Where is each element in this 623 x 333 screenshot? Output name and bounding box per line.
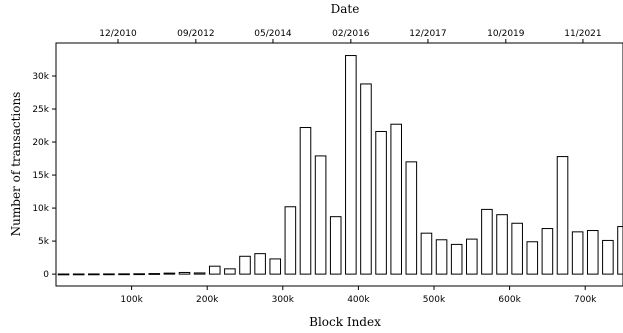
x-tick-label: 200k <box>196 295 219 305</box>
bar <box>602 239 614 275</box>
bar <box>466 238 478 275</box>
bar <box>118 273 130 276</box>
top-tick-label: 12/2017 <box>409 29 446 39</box>
bar <box>360 83 372 275</box>
y-tick-label: 25k <box>32 105 49 115</box>
top-tick-label: 09/2012 <box>177 29 214 39</box>
x-tick-label: 300k <box>272 295 295 305</box>
y-axis-ticks: 0 5k 10k 15k 20k 25k 30k <box>32 72 56 280</box>
bar <box>541 228 554 275</box>
bar <box>208 265 221 275</box>
bar <box>224 268 236 275</box>
x-axis-ticks: 100k 200k 300k 400k 500k 600k 700k <box>120 286 597 305</box>
bar <box>586 230 599 275</box>
bar <box>193 272 206 275</box>
x-tick-label: 500k <box>423 295 446 305</box>
bar <box>148 273 161 275</box>
bars-group <box>57 55 623 276</box>
y-tick-label: 15k <box>32 171 49 181</box>
y-tick-label: 20k <box>32 138 49 148</box>
bar <box>481 208 493 275</box>
y-tick-label: 30k <box>32 72 49 82</box>
top-tick-label: 05/2014 <box>254 29 292 39</box>
bar <box>314 155 327 275</box>
bar <box>178 271 191 275</box>
x-tick-label: 600k <box>498 295 521 305</box>
y-tick-label: 5k <box>38 237 50 247</box>
bar <box>284 206 297 275</box>
top-axis-title: Date <box>331 2 360 16</box>
bar <box>133 273 145 276</box>
x-axis-title: Block Index <box>309 315 381 329</box>
bar <box>571 231 584 275</box>
bar <box>450 243 463 275</box>
bar <box>163 272 176 275</box>
bar <box>88 273 100 276</box>
bar <box>345 55 357 275</box>
y-axis-title: Number of transactions <box>9 92 23 237</box>
bar <box>375 130 387 275</box>
bar <box>269 258 282 275</box>
bar <box>556 156 569 275</box>
bar <box>405 161 418 275</box>
top-tick-label: 11/2021 <box>564 29 601 39</box>
bar <box>103 273 115 276</box>
bar <box>72 273 85 276</box>
bar <box>299 127 312 275</box>
y-tick-label: 10k <box>32 204 49 214</box>
top-tick-label: 02/2016 <box>332 29 370 39</box>
top-tick-label: 12/2010 <box>99 29 137 39</box>
plot-frame <box>55 42 623 287</box>
bar <box>239 255 251 275</box>
y-tick-label: 0 <box>43 270 49 280</box>
x-tick-label: 700k <box>574 295 597 305</box>
bar <box>390 123 402 275</box>
x-tick-label: 100k <box>120 295 143 305</box>
top-tick-label: 10/2019 <box>487 29 525 39</box>
bar <box>511 222 523 275</box>
bar <box>57 273 70 276</box>
bar <box>496 214 508 275</box>
bar <box>420 232 433 275</box>
top-date-axis-ticks: 12/2010 09/2012 05/2014 02/2016 12/2017 10/20… <box>99 29 602 43</box>
bar <box>254 253 266 275</box>
x-tick-label: 400k <box>347 295 370 305</box>
bar <box>526 241 539 275</box>
bar <box>617 226 623 275</box>
bar <box>329 216 342 275</box>
bar <box>435 239 448 275</box>
